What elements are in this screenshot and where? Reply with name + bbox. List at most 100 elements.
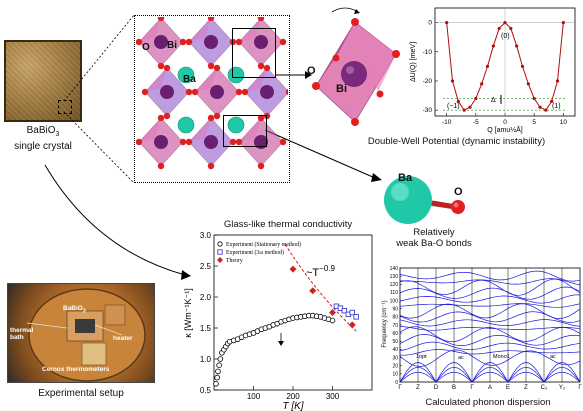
setup-label-heater: heater xyxy=(113,335,133,342)
lattice-bi-atom xyxy=(210,85,224,99)
phonon-annotation-ac-1: ac xyxy=(458,355,464,361)
double-well-point xyxy=(555,79,560,83)
lattice-o-atom xyxy=(285,88,288,96)
phonon-kpoint-label: C₂ xyxy=(541,385,548,391)
thermal-legend-marker xyxy=(217,257,223,263)
lattice-octahedron-face xyxy=(139,118,161,142)
lattice-octahedron-face xyxy=(189,18,211,42)
phonon-ytick-label: 70 xyxy=(392,323,398,329)
bond-caption: Relatively weak Ba-O bonds xyxy=(388,227,480,249)
lattice-o-atom xyxy=(136,138,143,146)
double-well-ytick-label: 0 xyxy=(428,20,432,27)
lattice-o-atom xyxy=(263,112,271,120)
thermal-point-stationary xyxy=(213,381,219,387)
lattice-bi-atom xyxy=(160,85,174,99)
ba-o-bond xyxy=(384,176,465,224)
thermal-ytick-label: 0.5 xyxy=(200,386,212,395)
double-well-xtick-label: 10 xyxy=(560,119,568,126)
double-well-point xyxy=(450,79,455,83)
lattice-o-atom xyxy=(241,88,249,96)
double-well-ytick-label: -20 xyxy=(423,78,433,85)
thermal-title: Glass-like thermal conductivity xyxy=(223,219,353,230)
setup-label-thermal-bath: thermal bath xyxy=(10,327,34,341)
thermal-legend-marker xyxy=(217,249,223,255)
lattice-octahedron-face xyxy=(195,68,217,92)
double-well-point xyxy=(503,20,507,25)
lattice-ba-atom xyxy=(177,66,195,84)
lattice-o-atom xyxy=(257,162,265,170)
phonon-kpoint-label: A xyxy=(488,385,492,391)
phonon-ytick-label: 60 xyxy=(392,331,398,337)
lattice-bi-atom xyxy=(204,135,218,149)
thermal-fit-label-base: ~T xyxy=(306,267,319,279)
phonon-ytick-label: 50 xyxy=(392,339,398,345)
lattice-o-atom xyxy=(235,88,243,96)
lattice-o-atom xyxy=(157,17,165,22)
lattice-o-atom xyxy=(229,38,237,46)
phonon-ytick-label: 140 xyxy=(390,266,399,272)
thermal-ticks: 100 200 300 0.5 1.0 1.5 2.0 2.5 3.0 xyxy=(200,231,340,401)
lattice-label-bi: Bi xyxy=(167,40,177,51)
thermal-xlabel: T [K] xyxy=(282,401,303,411)
phonon-ytick-label: 10 xyxy=(392,372,398,378)
double-well-chart: -10 -5 0 5 10 0 -10 -20 -30 (0) (−1) (1) Δ Q [am… xyxy=(410,7,576,134)
double-well-ticks: -10 -5 0 5 10 0 -10 -20 -30 xyxy=(423,8,575,126)
phonon-ytick-label: 30 xyxy=(392,355,398,361)
lattice-o-atom xyxy=(157,114,165,122)
double-well-xtick-label: -10 xyxy=(442,119,452,126)
lattice-bi-atom xyxy=(254,35,268,49)
phonon-ticks: 0 10 20 30 40 50 60 70 80 90 100 110 120 130 140 xyxy=(390,266,402,386)
phonon-kpoint-lines xyxy=(417,268,563,382)
lattice-o-atom xyxy=(185,88,193,96)
lattice-structure xyxy=(136,17,288,170)
lattice-octahedron-face xyxy=(145,68,167,92)
thermal-point-stationary xyxy=(329,317,336,324)
thermal-point-theory xyxy=(309,287,317,295)
thermal-point-stationary xyxy=(216,362,222,369)
lattice-o-atom xyxy=(279,38,287,46)
lattice-o-atom xyxy=(213,64,221,72)
thermal-xtick-label: 300 xyxy=(326,392,340,401)
thermal-fit-curve xyxy=(284,244,357,332)
lattice-label-ba: Ba xyxy=(183,74,196,85)
thermal-ytick-label: 3.0 xyxy=(200,231,212,240)
lattice-o-atom xyxy=(163,64,171,72)
double-well-point xyxy=(509,26,513,31)
lattice-o-atom xyxy=(279,138,287,146)
bond-caption-line2: weak Ba-O bonds xyxy=(396,238,472,249)
lattice-o-atom xyxy=(207,62,215,70)
thermal-ytick-label: 2.0 xyxy=(200,293,212,302)
lattice-o-atom xyxy=(141,88,149,96)
phonon-ylabel: Frequency (cm⁻¹) xyxy=(382,300,388,347)
double-well-point xyxy=(550,99,554,104)
double-well-point xyxy=(497,26,501,31)
phonon-kpoint-label: Z xyxy=(524,385,528,391)
thermal-fit-label: ~T−0.9 xyxy=(306,264,336,279)
lattice-o-atom xyxy=(191,88,199,96)
setup-label-sample-main: BaBiO xyxy=(63,305,83,312)
double-well-annotation-left: (−1) xyxy=(447,103,460,110)
thermal-legend-marker xyxy=(217,241,223,247)
thermal-legend: Experiment (Stationary method)Experiment… xyxy=(217,241,301,264)
thermal-legend-label: Experiment (3ω method) xyxy=(226,249,284,256)
lattice-o-atom xyxy=(136,38,143,46)
bond-label-o: O xyxy=(454,186,463,198)
thermal-point-stationary xyxy=(215,368,221,375)
lattice-label-o: O xyxy=(142,42,150,53)
setup-label-sample: BaBiO3 xyxy=(63,305,86,314)
lattice-o-atom xyxy=(229,138,237,146)
lattice-bi-atom xyxy=(154,35,168,49)
phonon-kpoint-label: Γ xyxy=(578,385,582,391)
setup-caption: Experimental setup xyxy=(38,388,124,399)
phonon-caption: Calculated phonon dispersion xyxy=(425,397,551,408)
thermal-ytick-label: 2.5 xyxy=(200,262,212,271)
lattice-highlight-box-top xyxy=(232,28,276,78)
thermal-point-theory xyxy=(348,321,356,329)
lattice-bi-atom xyxy=(254,135,268,149)
thermal-xtick-label: 200 xyxy=(286,392,300,401)
thermal-point-3omega xyxy=(353,314,359,320)
lattice-octahedron-face xyxy=(139,18,161,42)
lattice-ba-atom xyxy=(227,116,245,134)
lattice-bi-atom xyxy=(260,85,274,99)
